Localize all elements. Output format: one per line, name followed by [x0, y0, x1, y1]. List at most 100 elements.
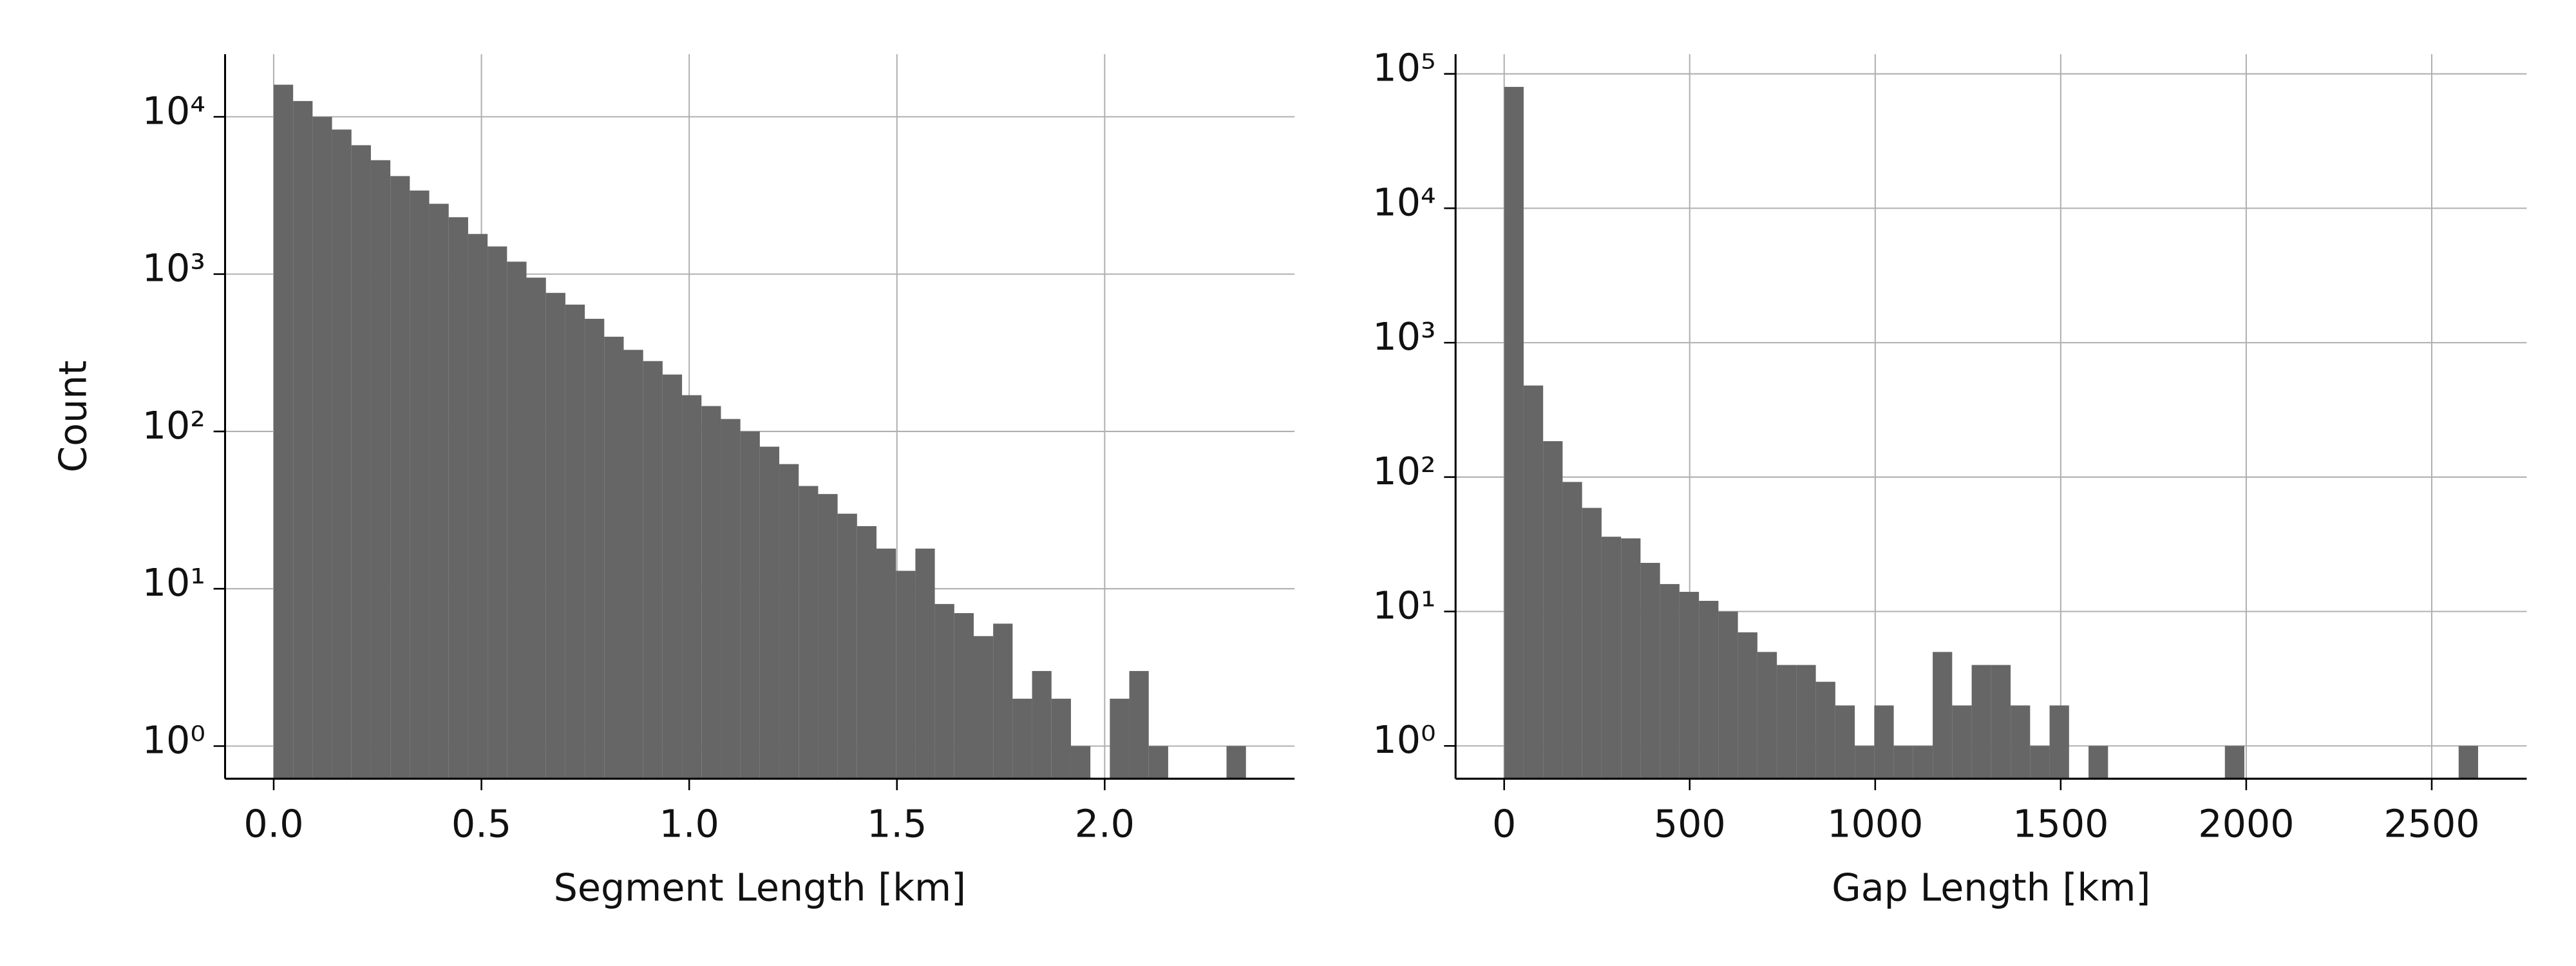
bar — [2088, 746, 2108, 779]
y-tick-label: 10⁰ — [142, 718, 205, 762]
bar — [818, 494, 838, 779]
bar — [1933, 652, 1953, 779]
x-tick-label: 1500 — [2012, 802, 2108, 846]
bar — [1718, 611, 1738, 779]
y-tick-label: 10⁴ — [142, 89, 205, 133]
y-axis-label: Count — [51, 361, 95, 473]
bar — [993, 623, 1013, 779]
bar — [429, 204, 449, 779]
bar — [1640, 563, 1660, 779]
bar — [1621, 538, 1641, 779]
x-axis-label: Segment Length [km] — [554, 866, 966, 910]
bar — [701, 406, 721, 779]
bar — [370, 160, 391, 779]
bar — [2224, 746, 2245, 779]
x-tick-label: 1.5 — [867, 802, 927, 846]
y-tick-label: 10³ — [1372, 315, 1435, 359]
bar — [1601, 536, 1622, 779]
bar — [2049, 705, 2069, 779]
y-tick-label: 10⁵ — [1372, 46, 1435, 90]
bar — [565, 305, 585, 779]
bar — [293, 100, 313, 779]
bar — [759, 446, 780, 779]
y-tick-label: 10⁰ — [1372, 718, 1435, 762]
bar — [2458, 746, 2478, 779]
bar — [1952, 705, 1972, 779]
bar — [973, 636, 994, 779]
y-tick-label: 10² — [1372, 450, 1435, 493]
bar — [643, 361, 663, 779]
bar — [526, 278, 546, 779]
bar — [954, 613, 974, 779]
bar — [351, 145, 371, 779]
bar — [1893, 746, 1913, 779]
bar — [1070, 746, 1091, 779]
x-axis-label: Gap Length [km] — [1832, 866, 2150, 910]
bar — [1148, 746, 1168, 779]
bar — [896, 571, 916, 779]
x-tick-label: 0 — [1492, 802, 1516, 846]
bar — [1991, 665, 2011, 779]
bar — [312, 117, 332, 779]
bar — [1012, 698, 1032, 779]
bar — [585, 319, 605, 779]
bar — [837, 513, 857, 779]
bar — [1660, 583, 1680, 779]
bar — [468, 234, 488, 779]
x-tick-label: 2000 — [2198, 802, 2294, 846]
bar — [1110, 698, 1130, 779]
bar — [740, 431, 760, 779]
x-tick-label: 2.0 — [1075, 802, 1135, 846]
bar — [1757, 652, 1777, 779]
x-tick-label: 2500 — [2383, 802, 2479, 846]
bar — [410, 190, 430, 779]
bar — [1738, 632, 1757, 779]
bar — [779, 464, 799, 779]
bar — [934, 603, 954, 779]
bar — [1699, 600, 1719, 779]
bar — [1855, 746, 1875, 779]
y-tick-label: 10² — [142, 404, 205, 448]
x-tick-label: 500 — [1654, 802, 1726, 846]
bar — [1543, 441, 1563, 779]
bar — [623, 350, 643, 779]
y-tick-label: 10¹ — [142, 561, 205, 605]
bar — [545, 292, 565, 779]
bar — [1796, 665, 1816, 779]
bar — [1679, 592, 1700, 779]
bar — [857, 526, 877, 779]
bar — [1129, 670, 1149, 779]
bar — [682, 395, 702, 779]
bar — [2011, 705, 2031, 779]
bar — [799, 486, 819, 779]
bar — [1777, 665, 1797, 779]
bar — [721, 419, 741, 779]
bar — [488, 246, 507, 779]
bar — [1971, 665, 1991, 779]
bar — [1562, 482, 1582, 779]
bar — [1835, 705, 1855, 779]
x-tick-label: 0.0 — [243, 802, 303, 846]
bar — [390, 176, 410, 779]
bar — [662, 374, 683, 779]
x-tick-label: 1000 — [1827, 802, 1923, 846]
bar — [273, 84, 294, 779]
bar — [1913, 746, 1933, 779]
bar — [507, 261, 527, 779]
bar — [915, 548, 935, 779]
bar — [1226, 746, 1246, 779]
bar — [2030, 746, 2050, 779]
bar — [876, 548, 896, 779]
bar — [1815, 681, 1835, 779]
y-tick-label: 10³ — [142, 247, 205, 290]
bar — [1874, 705, 1894, 779]
y-tick-label: 10¹ — [1372, 584, 1435, 628]
y-tick-label: 10⁴ — [1372, 180, 1435, 224]
bar — [1523, 385, 1544, 779]
bar — [332, 129, 352, 779]
bar — [448, 217, 468, 779]
bar — [1582, 507, 1602, 779]
x-tick-label: 1.0 — [659, 802, 719, 846]
